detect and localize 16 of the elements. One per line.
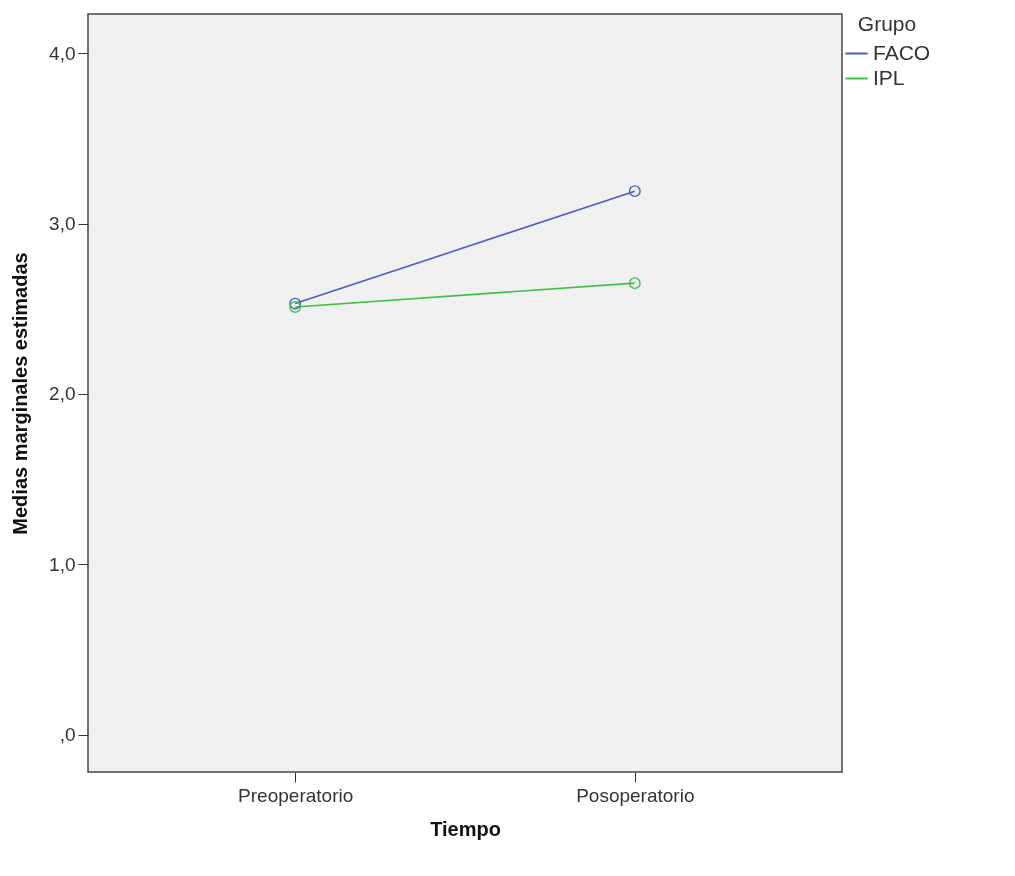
point xyxy=(628,185,641,198)
legend-label: IPL xyxy=(873,65,905,89)
y-tick-label: 1,0 xyxy=(49,553,76,575)
point xyxy=(628,277,641,290)
y-tick-label: 2,0 xyxy=(49,383,76,405)
x-tick-label: Preoperatorio xyxy=(238,784,354,806)
legend-title: Grupo xyxy=(857,12,917,35)
point xyxy=(289,297,302,310)
y-tick-label: 4,0 xyxy=(49,42,76,64)
y-tick-label: 3,0 xyxy=(49,213,76,235)
x-tick-label: Posoperatorio xyxy=(576,784,695,806)
y-axis-title: Medias marginales estimadas xyxy=(9,252,32,535)
y-tick-label: ,0 xyxy=(59,724,76,746)
x-axis-title: Tiempo xyxy=(430,817,501,840)
legend-label: FACO xyxy=(873,40,931,64)
point xyxy=(289,301,302,313)
